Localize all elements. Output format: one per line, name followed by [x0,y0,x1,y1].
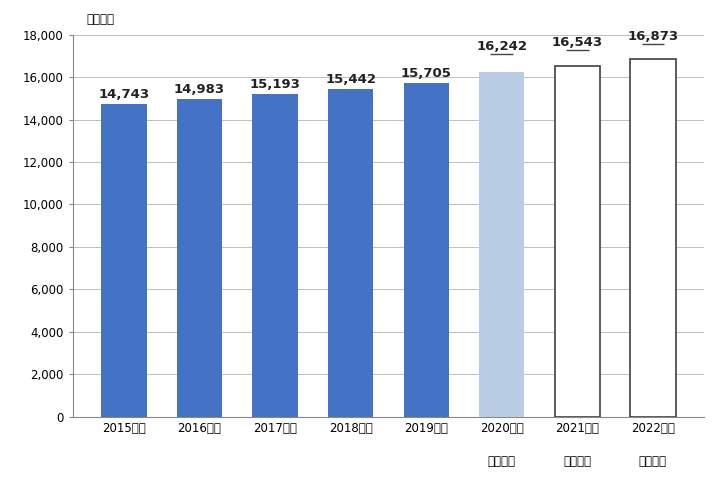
Bar [479,72,524,417]
Text: 15,193: 15,193 [250,78,301,91]
Text: （予測）: （予測） [639,455,667,468]
Text: 14,743: 14,743 [99,88,150,101]
Bar [253,94,298,417]
Bar [328,89,373,417]
Bar [404,83,449,417]
Text: 14,983: 14,983 [174,82,225,96]
Text: 15,705: 15,705 [401,67,452,80]
Text: 16,242: 16,242 [476,40,527,53]
Text: （億円）: （億円） [86,13,114,26]
Text: 15,442: 15,442 [325,73,376,86]
Bar [177,99,222,417]
Text: （見込）: （見込） [488,455,515,468]
Text: 16,873: 16,873 [627,30,678,43]
Bar [555,65,600,417]
Bar [102,104,147,417]
Text: （予測）: （予測） [563,455,591,468]
Text: 16,543: 16,543 [552,36,603,49]
Bar [630,59,675,417]
